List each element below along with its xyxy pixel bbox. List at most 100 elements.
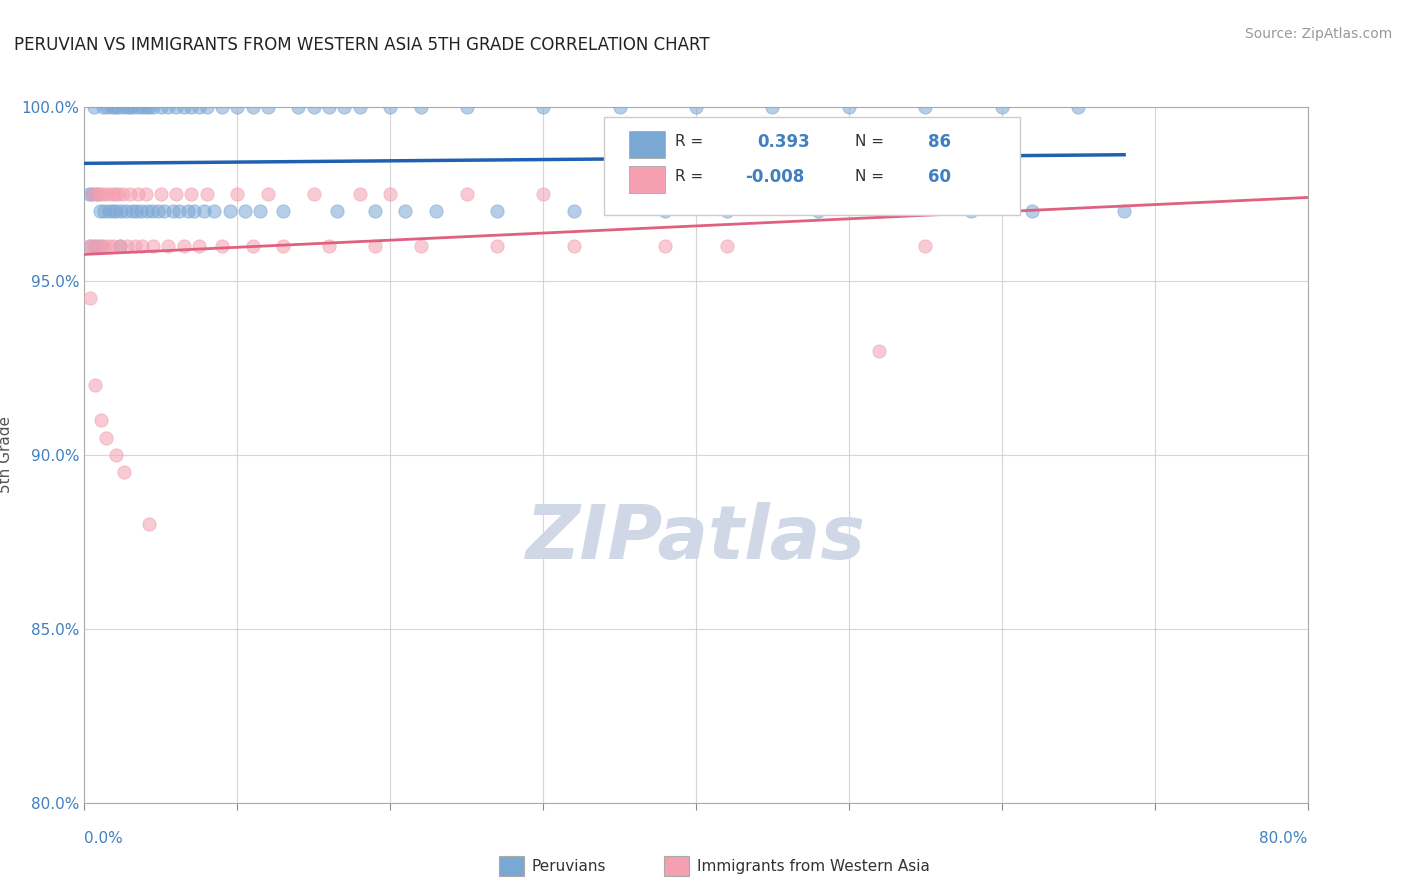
Point [914, 100, 936, 114]
Point [90, 413, 112, 427]
Point [349, 187, 371, 202]
Point [142, 239, 165, 253]
Point [838, 100, 860, 114]
Point [93, 239, 115, 253]
Point [83, 100, 105, 114]
Point [1114, 204, 1136, 219]
Point [409, 239, 432, 253]
Point [425, 204, 447, 219]
Point [364, 204, 387, 219]
Point [202, 204, 225, 219]
Point [120, 100, 142, 114]
Point [531, 187, 554, 202]
Point [562, 239, 585, 253]
Point [97, 239, 120, 253]
Text: R =: R = [675, 135, 703, 149]
Point [96, 100, 118, 114]
Point [80, 187, 103, 202]
Point [107, 100, 129, 114]
Text: N =: N = [855, 135, 884, 149]
Point [409, 100, 432, 114]
Point [233, 204, 256, 219]
Point [110, 204, 132, 219]
Point [249, 204, 271, 219]
Point [183, 204, 205, 219]
Point [456, 100, 478, 114]
Point [97, 204, 120, 219]
Point [111, 187, 134, 202]
Point [115, 239, 138, 253]
Point [349, 100, 371, 114]
Point [135, 187, 157, 202]
Text: ZIPatlas: ZIPatlas [526, 502, 866, 575]
Text: 0.393: 0.393 [758, 133, 810, 151]
Point [257, 187, 280, 202]
Point [84, 239, 107, 253]
Point [127, 100, 149, 114]
Point [394, 204, 416, 219]
Point [120, 187, 142, 202]
Point [716, 239, 738, 253]
Point [122, 100, 145, 114]
Point [318, 100, 340, 114]
Point [105, 448, 128, 462]
Point [83, 239, 105, 253]
Text: N =: N = [855, 169, 884, 184]
Point [94, 431, 117, 445]
Point [257, 100, 280, 114]
Point [101, 100, 124, 114]
Point [302, 100, 325, 114]
Point [141, 204, 163, 219]
Point [103, 239, 125, 253]
Point [79, 292, 101, 306]
Point [129, 204, 152, 219]
Point [761, 187, 783, 202]
Text: PERUVIAN VS IMMIGRANTS FROM WESTERN ASIA 5TH GRADE CORRELATION CHART: PERUVIAN VS IMMIGRANTS FROM WESTERN ASIA… [14, 36, 710, 54]
Point [562, 204, 585, 219]
Point [271, 239, 294, 253]
Point [654, 239, 676, 253]
Point [142, 100, 165, 114]
Point [380, 187, 402, 202]
Point [173, 239, 195, 253]
Point [162, 204, 184, 219]
Point [86, 187, 108, 202]
Point [869, 343, 891, 358]
Point [380, 100, 402, 114]
Point [93, 204, 115, 219]
Point [115, 100, 138, 114]
Point [112, 466, 135, 480]
Text: Peruvians: Peruvians [531, 859, 606, 873]
Text: 60: 60 [928, 168, 952, 186]
Point [173, 100, 195, 114]
Text: Source: ZipAtlas.com: Source: ZipAtlas.com [1244, 27, 1392, 41]
Point [226, 100, 249, 114]
Point [838, 187, 860, 202]
Point [167, 204, 190, 219]
Point [165, 187, 187, 202]
Point [157, 100, 180, 114]
Point [138, 100, 160, 114]
Point [456, 187, 478, 202]
FancyBboxPatch shape [628, 166, 665, 193]
Point [84, 378, 107, 392]
Point [318, 239, 340, 253]
Point [138, 517, 160, 532]
Point [91, 187, 114, 202]
Point [103, 204, 125, 219]
Point [188, 239, 211, 253]
Point [531, 100, 554, 114]
Point [111, 100, 134, 114]
Point [79, 239, 101, 253]
Point [157, 239, 180, 253]
Point [153, 204, 176, 219]
Point [685, 100, 707, 114]
Point [609, 100, 631, 114]
FancyBboxPatch shape [628, 131, 665, 158]
Point [107, 187, 129, 202]
Point [121, 204, 143, 219]
Point [609, 187, 631, 202]
Point [108, 239, 131, 253]
Point [86, 187, 108, 202]
Point [136, 204, 159, 219]
